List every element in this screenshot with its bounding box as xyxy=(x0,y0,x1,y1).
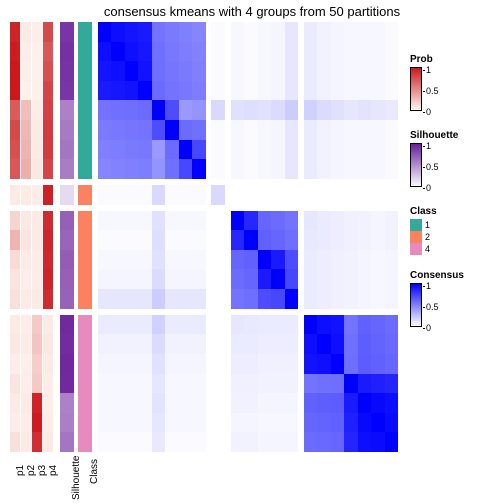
xlabel-p2: p2 xyxy=(26,465,37,476)
legend-consensus: Consensus10.50 xyxy=(410,270,464,327)
xlabel-p3: p3 xyxy=(37,465,48,476)
chart-title: consensus kmeans with 4 groups from 50 p… xyxy=(0,4,504,19)
consensus-heatmap xyxy=(98,22,398,452)
annot-p3 xyxy=(32,22,42,452)
xlabel-p1: p1 xyxy=(15,465,26,476)
annot-silhouette xyxy=(60,22,74,452)
xlabel-silhouette: Silhouette xyxy=(71,456,82,500)
annot-p2 xyxy=(21,22,31,452)
legend-prob: Prob10.50 xyxy=(410,54,433,111)
xlabel-class: Class xyxy=(89,459,100,484)
annot-p4 xyxy=(43,22,53,452)
xlabel-p4: p4 xyxy=(48,465,59,476)
annot-class xyxy=(78,22,92,452)
annot-p1 xyxy=(10,22,20,452)
legend-silhouette: Silhouette10.50 xyxy=(410,130,458,187)
legend-class: Class124 xyxy=(410,206,437,255)
